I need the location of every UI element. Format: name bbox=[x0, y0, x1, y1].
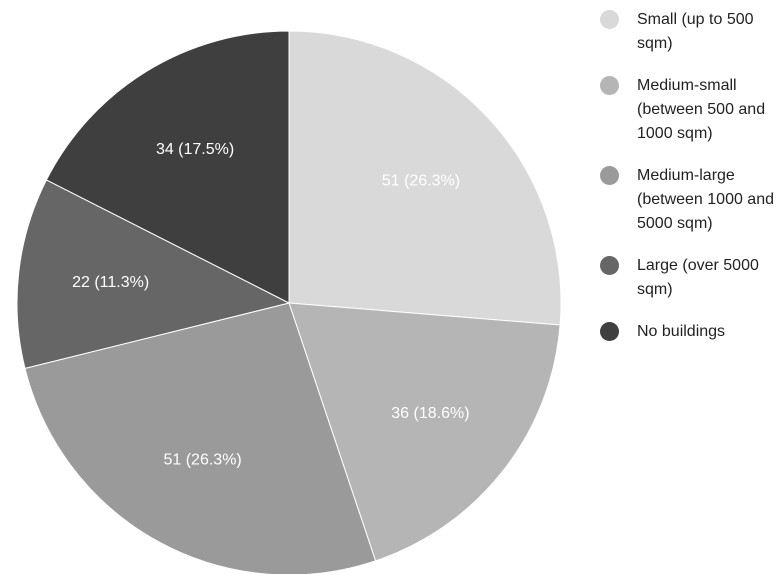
legend-swatch-4 bbox=[600, 322, 619, 341]
pie-slice-1 bbox=[288, 302, 561, 562]
pie-data-label-1: 36 (18.6%) bbox=[391, 405, 469, 422]
legend-swatch-1 bbox=[600, 76, 619, 95]
legend-swatch-2 bbox=[600, 166, 619, 185]
pie-chart: 51 (26.3%) 36 (18.6%) 51 (26.3%) 22 (11.3%)… bbox=[16, 30, 562, 574]
pie-data-label-4: 34 (17.5%) bbox=[156, 141, 234, 158]
legend-label-1: Medium-small (between 500 and 1000 sqm) bbox=[637, 77, 766, 142]
legend-item-2: Medium-large (between 1000 and 5000 sqm) bbox=[600, 164, 784, 236]
legend-item-1: Medium-small (between 500 and 1000 sqm) bbox=[600, 74, 784, 146]
pie-slice-3 bbox=[16, 179, 291, 370]
pie-slice-0 bbox=[288, 30, 562, 326]
legend-item-3: Large (over 5000 sqm) bbox=[600, 254, 784, 302]
pie-data-labels: 51 (26.3%) 36 (18.6%) 51 (26.3%) 22 (11.3%)… bbox=[72, 141, 469, 468]
pie-slices bbox=[16, 30, 562, 574]
legend-swatch-0 bbox=[600, 10, 619, 29]
pie-slice-4 bbox=[45, 30, 290, 304]
legend-item-0: Small (up to 500 sqm) bbox=[600, 8, 784, 56]
pie-slice-2 bbox=[24, 302, 377, 574]
chart-legend: Small (up to 500 sqm) Medium-small (betwe… bbox=[600, 8, 784, 362]
legend-swatch-3 bbox=[600, 256, 619, 275]
legend-label-2: Medium-large (between 1000 and 5000 sqm) bbox=[637, 167, 774, 232]
pie-data-label-3: 22 (11.3%) bbox=[72, 274, 149, 291]
legend-label-3: Large (over 5000 sqm) bbox=[637, 257, 759, 298]
pie-data-label-2: 51 (26.3%) bbox=[163, 452, 241, 469]
legend-item-4: No buildings bbox=[600, 320, 784, 344]
legend-label-4: No buildings bbox=[637, 323, 726, 340]
pie-data-label-0: 51 (26.3%) bbox=[382, 173, 460, 190]
legend-label-0: Small (up to 500 sqm) bbox=[637, 11, 754, 52]
